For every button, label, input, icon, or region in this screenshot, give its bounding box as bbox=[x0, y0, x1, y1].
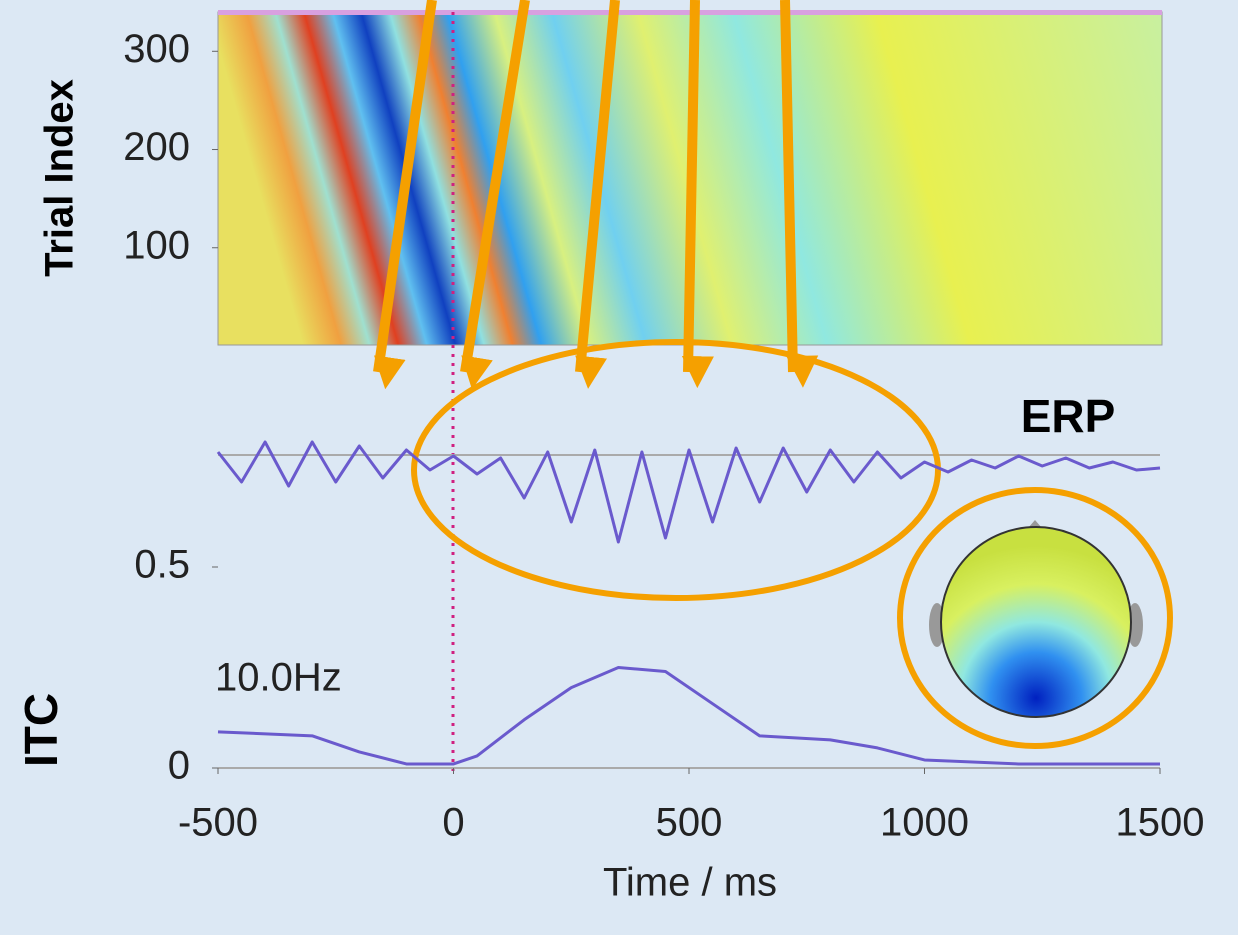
tick-label: 0 bbox=[442, 801, 464, 845]
arrow bbox=[373, 0, 437, 390]
topography bbox=[940, 526, 1132, 718]
arrow bbox=[460, 0, 530, 390]
annotation: 10.0Hz bbox=[215, 656, 342, 700]
tick-label: 0.5 bbox=[134, 543, 190, 587]
data-line bbox=[217, 666, 1160, 766]
tick-label: 0 bbox=[168, 744, 190, 788]
annotations bbox=[373, 0, 1173, 749]
tick-label: 1500 bbox=[1116, 801, 1205, 845]
tick-label: 200 bbox=[123, 125, 190, 169]
y-axis-label: Trial Index bbox=[38, 79, 82, 277]
erp-title: ERP bbox=[1021, 390, 1116, 442]
arrow bbox=[681, 0, 714, 389]
data-line bbox=[216, 440, 1161, 544]
tick-label: 100 bbox=[123, 223, 190, 267]
tick-label: 500 bbox=[656, 801, 723, 845]
arrow bbox=[780, 0, 819, 388]
y-axis-label: ITC bbox=[15, 693, 67, 767]
tick-label: -500 bbox=[178, 801, 258, 845]
arrow bbox=[575, 0, 620, 389]
x-axis-label: Time / ms bbox=[603, 861, 777, 905]
tick-label: 300 bbox=[123, 27, 190, 71]
highlight-ellipse bbox=[411, 339, 941, 601]
tick-label: 1000 bbox=[880, 801, 969, 845]
highlight-ellipse bbox=[897, 487, 1173, 749]
